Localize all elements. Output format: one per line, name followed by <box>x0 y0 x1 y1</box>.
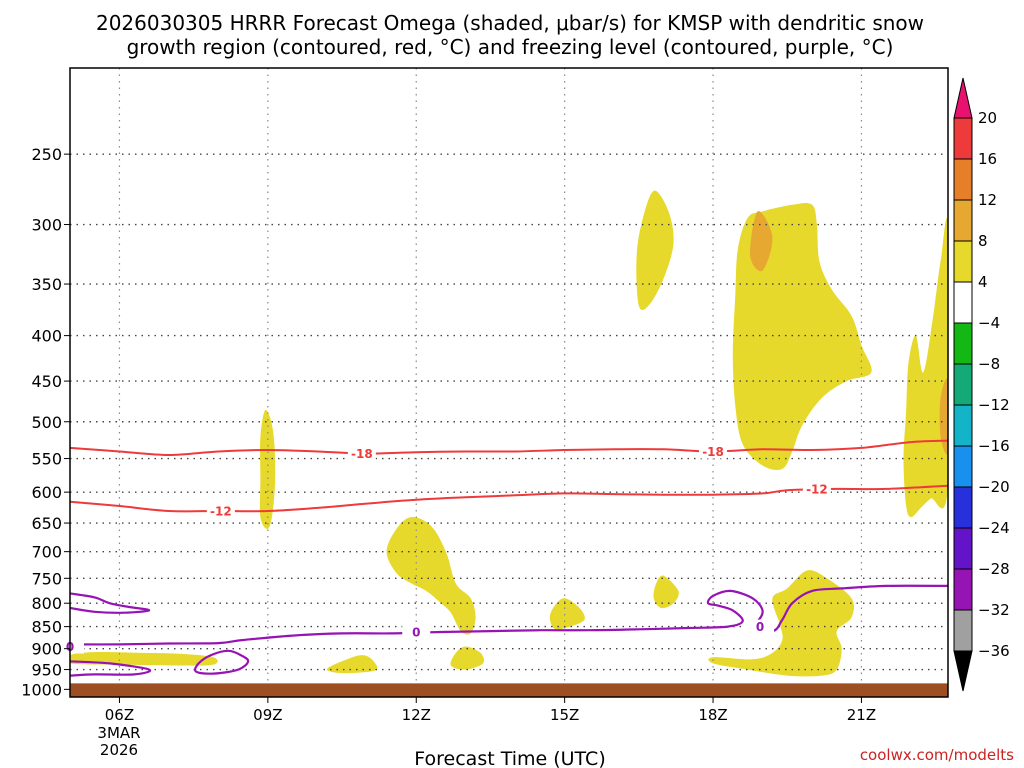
colorbar-label-10: −24 <box>978 519 1010 537</box>
y-tick-label-300: 300 <box>31 216 62 235</box>
omega-region-11 <box>450 646 485 670</box>
y-tick-label-250: 250 <box>31 145 62 164</box>
omega-region-13 <box>939 378 948 455</box>
y-tick-label-600: 600 <box>31 483 62 502</box>
colorbar-label-12: −32 <box>978 601 1010 619</box>
colorbar-label-11: −28 <box>978 560 1010 578</box>
dendritic-label-1: -18 <box>351 447 373 461</box>
colorbar-label-4: 4 <box>978 273 988 291</box>
colorbar-band-6 <box>953 322 973 365</box>
y-tick-label-350: 350 <box>31 275 62 294</box>
freezing-contour-4 <box>70 592 151 614</box>
colorbar-label-9: −20 <box>978 478 1010 496</box>
x-tick-label-09Z: 09Z <box>253 706 282 724</box>
y-tick-label-800: 800 <box>31 594 62 613</box>
colorbar-band-10 <box>953 486 973 529</box>
y-tick-label-900: 900 <box>31 640 62 659</box>
x-tick-label-15Z: 15Z <box>550 706 579 724</box>
y-tick-label-750: 750 <box>31 569 62 588</box>
y-tick-label-950: 950 <box>31 661 62 680</box>
colorbar-bottom-triangle <box>953 650 973 692</box>
dendritic-label-1b-bg <box>699 444 728 459</box>
freezing-contour-1 <box>70 584 948 646</box>
x-tick-label-06Z: 06Z <box>105 706 134 724</box>
colorbar-label-5: −4 <box>978 314 1000 332</box>
omega-region-1 <box>636 190 674 311</box>
colorbar-label-2: 12 <box>978 191 997 209</box>
x-date-label-year: 2026 <box>100 741 138 759</box>
omega-region-5 <box>386 517 476 635</box>
dendritic-label-1b: -18 <box>702 445 724 459</box>
colorbar-band-2 <box>953 158 973 201</box>
y-tick-label-450: 450 <box>31 372 62 391</box>
colorbar-band-7 <box>953 363 973 406</box>
omega-region-6 <box>549 598 585 630</box>
y-tick-label-550: 550 <box>31 450 62 469</box>
colorbar-band-5 <box>953 281 973 324</box>
colorbar-band-11 <box>953 527 973 570</box>
plot-frame <box>69 67 949 698</box>
colorbar-band-12 <box>953 568 973 611</box>
y-tick-label-650: 650 <box>31 514 62 533</box>
colorbar-label-3: 8 <box>978 232 988 250</box>
colorbar-label-0: 20 <box>978 109 997 127</box>
omega-region-10 <box>326 655 378 674</box>
y-axis-ticks: 250 300 350 400 450 500 550 600 650 700 750 800 850 9… <box>21 145 70 699</box>
y-tick-label-400: 400 <box>31 327 62 346</box>
credit-text: coolwx.com/modelts <box>860 746 1014 764</box>
y-tick-label-500: 500 <box>31 413 62 432</box>
freezing-contour-5 <box>70 660 152 677</box>
colorbar-band-1 <box>953 117 973 160</box>
dendritic-label-1-bg <box>347 446 376 461</box>
dendritic-contour-1 <box>70 439 948 457</box>
colorbar-label-8: −16 <box>978 437 1010 455</box>
freezing-label-2-bg <box>402 625 431 640</box>
y-tick-label-1000: 1000 <box>21 680 62 699</box>
omega-region-12 <box>750 211 773 272</box>
dendritic-label-2b: -12 <box>806 482 828 496</box>
omega-region-7 <box>653 575 679 609</box>
colorbar-band-13 <box>953 609 973 652</box>
freezing-label-2: 0 <box>412 626 420 640</box>
x-axis-label: Forecast Time (UTC) <box>414 748 605 768</box>
y-tick-label-850: 850 <box>31 618 62 637</box>
omega-region-4 <box>259 409 276 530</box>
colorbar-band-3 <box>953 199 973 242</box>
x-axis-ticks: 06Z 09Z 12Z 15Z 18Z 21Z <box>105 697 876 724</box>
freezing-label-3-bg <box>746 619 775 634</box>
colorbar-band-4 <box>953 240 973 283</box>
dendritic-label-2-bg <box>206 503 235 518</box>
dendritic-label-2: -12 <box>210 504 232 518</box>
chart-title-line1: 2026030305 HRRR Forecast Omega (shaded, … <box>96 11 924 35</box>
omega-region-2 <box>732 202 872 471</box>
colorbar-label-1: 16 <box>978 150 997 168</box>
dendritic-label-2b-bg <box>802 481 831 496</box>
x-tick-label-21Z: 21Z <box>847 706 876 724</box>
x-tick-label-18Z: 18Z <box>698 706 727 724</box>
colorbar-band-9 <box>953 445 973 488</box>
colorbar-top-triangle <box>953 77 973 119</box>
x-date-label-day: 3MAR <box>97 724 140 742</box>
colorbar: 20 16 12 8 4 −4 −8 −12 −16 −20 −24 −28 −32 −36 <box>953 77 1010 692</box>
colorbar-label-7: −12 <box>978 396 1010 414</box>
colorbar-band-8 <box>953 404 973 447</box>
y-tick-label-700: 700 <box>31 543 62 562</box>
ground-below-surface <box>70 683 948 697</box>
chart-title-line2: growth region (contoured, red, °C) and f… <box>127 35 894 59</box>
x-tick-label-12Z: 12Z <box>402 706 431 724</box>
freezing-label-3: 0 <box>756 620 764 634</box>
colorbar-label-6: −8 <box>978 355 1000 373</box>
colorbar-label-13: −36 <box>978 642 1010 660</box>
freezing-contour-6 <box>194 649 250 675</box>
